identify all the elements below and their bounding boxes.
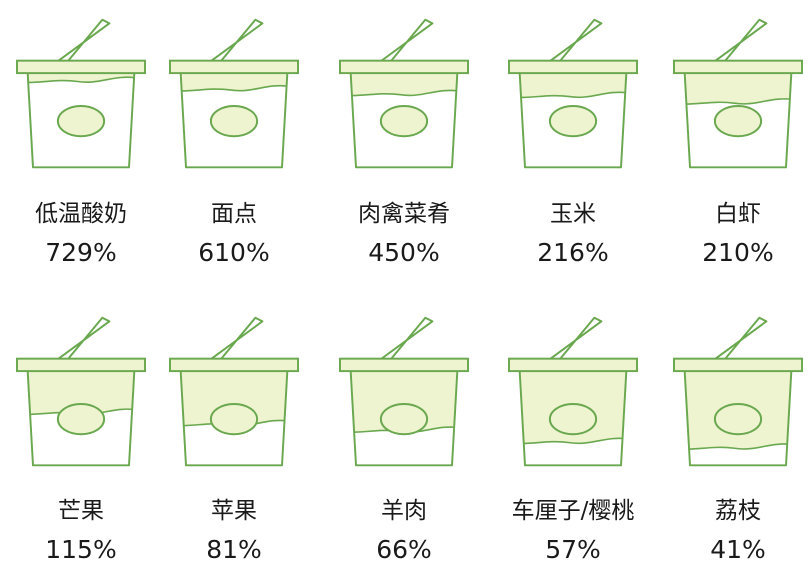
lid-icon — [16, 357, 146, 373]
fill-level-mark — [27, 371, 135, 415]
cup-mark-1 — [169, 18, 299, 169]
value-label: 210% — [702, 238, 774, 267]
straw-icon — [55, 316, 111, 362]
cup-mark-9 — [673, 316, 803, 467]
lid-icon — [673, 357, 803, 373]
fill-level-mark — [180, 371, 288, 426]
category-label: 玉米 — [550, 201, 596, 227]
cup-mark-2 — [339, 18, 469, 169]
cup-mark-3 — [508, 18, 638, 169]
lid-icon — [339, 357, 469, 373]
value-label: 57% — [545, 535, 601, 564]
straw-icon — [55, 18, 111, 64]
value-label: 66% — [376, 535, 432, 564]
value-label: 81% — [206, 535, 262, 564]
value-label: 450% — [368, 238, 440, 267]
value-label: 216% — [537, 238, 609, 267]
lid-icon — [673, 59, 803, 75]
lid-icon — [508, 59, 638, 75]
straw-icon — [378, 18, 434, 64]
fill-level-mark — [27, 73, 135, 83]
lid-icon — [16, 59, 146, 75]
straw-icon — [547, 316, 603, 362]
lid-icon — [508, 357, 638, 373]
lid-icon — [169, 357, 299, 373]
straw-icon — [712, 316, 768, 362]
category-label: 肉禽菜肴 — [358, 201, 450, 227]
cup-mark-8 — [508, 316, 638, 467]
lid-icon — [169, 59, 299, 75]
value-label: 729% — [45, 238, 117, 267]
cup-mark-4 — [673, 18, 803, 169]
cup-mark-0 — [16, 18, 146, 169]
fill-level-mark — [180, 73, 288, 91]
category-label: 低温酸奶 — [35, 201, 127, 227]
straw-icon — [378, 316, 434, 362]
fill-level-mark — [350, 73, 458, 96]
category-label: 荔枝 — [715, 498, 761, 524]
straw-icon — [712, 18, 768, 64]
value-label: 41% — [710, 535, 766, 564]
fill-level-mark — [519, 73, 627, 98]
fill-level-mark — [684, 73, 792, 105]
category-label: 羊肉 — [381, 498, 427, 524]
value-label: 610% — [198, 238, 270, 267]
category-label: 面点 — [211, 201, 257, 227]
cup-mark-5 — [16, 316, 146, 467]
cup-mark-6 — [169, 316, 299, 467]
straw-icon — [547, 18, 603, 64]
category-label: 车厘子/樱桃 — [511, 498, 635, 524]
category-label: 芒果 — [58, 498, 104, 524]
lid-icon — [339, 59, 469, 75]
straw-icon — [208, 316, 264, 362]
category-label: 白虾 — [715, 201, 761, 227]
straw-icon — [208, 18, 264, 64]
cup-mark-7 — [339, 316, 469, 467]
fill-level-mark — [350, 371, 458, 433]
category-label: 苹果 — [211, 498, 257, 524]
